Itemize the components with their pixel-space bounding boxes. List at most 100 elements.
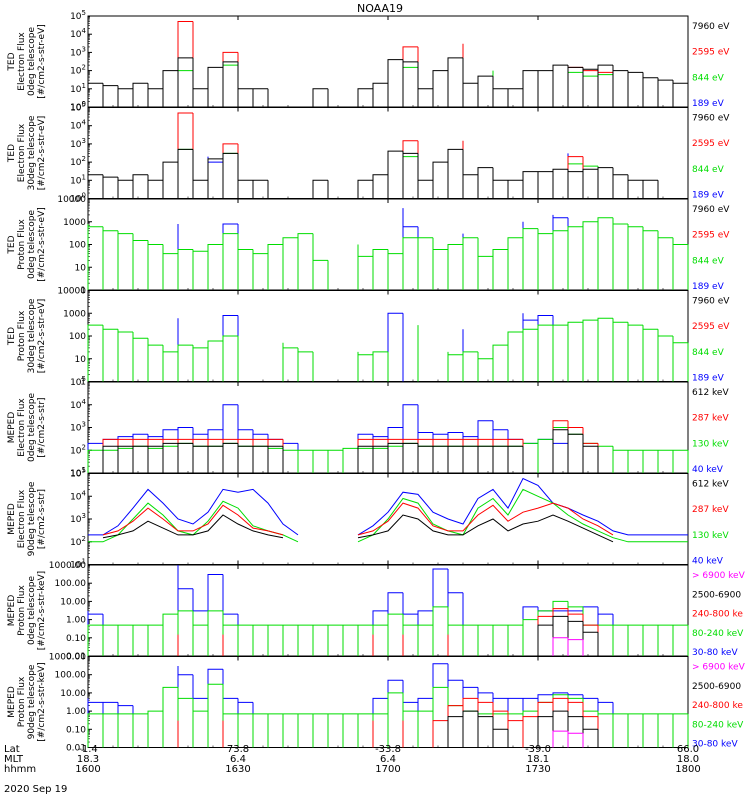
y-tick-label: 10000: [57, 287, 86, 297]
legend-entry: 130 keV: [692, 439, 729, 449]
y-tick-label: 104: [70, 119, 86, 132]
legend-entry: 189 eV: [692, 191, 725, 201]
y-tick-label: 105: [70, 101, 86, 114]
x-tick-value: 1600: [75, 764, 100, 775]
y-axis-label-line: Electron Flux: [17, 489, 27, 548]
y-tick-label: 103: [70, 137, 86, 150]
panel-7: 0.01 0.10 1.00 10.00 100.00 1000.00 MEPED Proto…: [7, 561, 746, 662]
y-axis-label-line: TED: [7, 235, 17, 254]
x-tick-value: 18.1: [527, 754, 549, 765]
legend-entry: 240-800 ke: [692, 610, 743, 620]
y-axis-label-line: MEPED: [7, 595, 17, 627]
y-axis-label-line: [#/cm2-s-str-eV]: [37, 24, 47, 99]
y-tick-label: 104: [70, 398, 86, 411]
y-axis-label-line: [#/cm2-s-str-eV]: [37, 116, 47, 191]
series-240-800-ke: [177, 608, 599, 656]
x-row-label-hhmm: hhmm: [4, 764, 36, 775]
y-axis-label-line: MEPED: [7, 686, 17, 718]
legend-entry: 189 eV: [692, 282, 725, 292]
y-tick-label: 105: [70, 375, 86, 388]
legend-entry: 80-240 keV: [692, 629, 744, 639]
y-axis-label-line: Electron Flux: [17, 32, 27, 91]
panel-3: 1 10 100 1000 10000 TED Proton Flux 0deg telesc…: [7, 195, 730, 296]
legend-entry: 2595 eV: [692, 48, 730, 58]
y-axis-label-line: Proton Flux: [17, 310, 27, 361]
x-tick-value: 66.0: [677, 744, 699, 755]
series-40-kev: [88, 477, 688, 536]
y-tick-label: 10: [75, 263, 87, 273]
legend-entry: > 6900 keV: [692, 571, 746, 581]
y-axis-label-line: Electron Flux: [17, 398, 27, 457]
y-tick-label: 100: [70, 192, 86, 205]
y-tick-label: 10: [75, 355, 87, 365]
y-tick-label: 104: [70, 27, 86, 40]
legend-entry: 40 keV: [692, 557, 724, 567]
y-axis-label-line: Proton Flux: [17, 676, 27, 727]
series-612-kev: [102, 514, 614, 543]
y-axis-label-line: [#/cm2-s-str-eV]: [37, 299, 47, 374]
panel-6: 101 102 103 104 105 MEPED Electron Flux 90deg t…: [7, 467, 729, 571]
y-axis-label-line: 0deg telescope: [27, 576, 37, 646]
panel-5: 101 102 103 104 105 MEPED Electron Flux 0deg te…: [7, 375, 729, 479]
x-tick-value: -33.8: [375, 744, 401, 755]
series-612-kev: [102, 429, 599, 473]
x-tick-value: 73.8: [227, 744, 249, 755]
y-tick-label: 1: [80, 378, 86, 388]
y-axis-label-line: MEPED: [7, 412, 17, 444]
y-axis-label-line: 0deg telescope: [27, 393, 37, 463]
x-tick-value: 1630: [225, 764, 250, 775]
y-tick-label: 1000: [63, 218, 86, 228]
legend-entry: 844 eV: [692, 165, 725, 175]
y-tick-label: 103: [70, 45, 86, 58]
legend-entry: > 6900 keV: [692, 663, 746, 673]
y-tick-label: 101: [70, 558, 86, 571]
legend-entry: 30-80 keV: [692, 648, 738, 658]
x-tick-value: 1700: [375, 764, 400, 775]
series-2500-6900: [537, 615, 599, 656]
y-tick-label: 101: [70, 173, 86, 186]
series-240-800-ke: [177, 697, 599, 748]
date-label: 2020 Sep 19: [4, 784, 67, 795]
y-tick-label: 1000.00: [49, 653, 86, 663]
legend-entry: 844 eV: [692, 73, 725, 83]
x-axis-info: LatMLThhmm-1.418.3160073.86.41630-33.86.…: [4, 744, 701, 775]
y-tick-label: 10.00: [60, 689, 86, 699]
x-row-label-lat: Lat: [4, 744, 20, 755]
y-tick-label: 0.10: [66, 725, 86, 735]
y-tick-label: 104: [70, 489, 86, 502]
figure-title: NOAA19: [357, 2, 403, 15]
legend-entry: 30-80 keV: [692, 740, 738, 750]
series--6900-kev: [552, 637, 584, 656]
y-axis-label-line: 30deg telescope: [27, 115, 37, 190]
legend-entry: 240-800 ke: [692, 701, 743, 711]
series-844-ev: [87, 317, 689, 382]
legend-entry: 844 eV: [692, 348, 725, 358]
legend-entry: 287 keV: [692, 414, 729, 424]
y-tick-label: 105: [70, 467, 86, 480]
series-7960-ev: [87, 148, 659, 199]
y-axis-label-line: TED: [7, 327, 17, 346]
x-tick-value: 6.4: [380, 754, 396, 765]
legend-entry: 612 keV: [692, 388, 729, 398]
x-tick-value: -1.4: [78, 744, 98, 755]
x-row-label-mlt: MLT: [4, 754, 24, 765]
legend-entry: 189 eV: [692, 99, 725, 109]
y-tick-label: 0.10: [66, 634, 86, 644]
series-80-240-kev: [87, 600, 689, 656]
y-tick-label: 100: [70, 100, 86, 113]
y-axis-label-line: Proton Flux: [17, 585, 27, 636]
legend-entry: 7960 eV: [692, 205, 730, 215]
legend-entry: 80-240 keV: [692, 720, 744, 730]
x-tick-value: -39.0: [525, 744, 551, 755]
legend-entry: 2500-6900: [692, 682, 741, 692]
y-tick-label: 100: [69, 241, 86, 251]
y-axis-label-line: 0deg telescope: [27, 27, 37, 97]
legend-entry: 7960 eV: [692, 114, 730, 124]
y-axis-label-line: MEPED: [7, 503, 17, 535]
y-tick-label: 1.00: [66, 707, 86, 717]
legend-entry: 844 eV: [692, 256, 725, 266]
x-tick-value: 1730: [525, 764, 550, 775]
y-axis-label-line: 0deg telescope: [27, 210, 37, 280]
x-tick-value: 1800: [675, 764, 700, 775]
